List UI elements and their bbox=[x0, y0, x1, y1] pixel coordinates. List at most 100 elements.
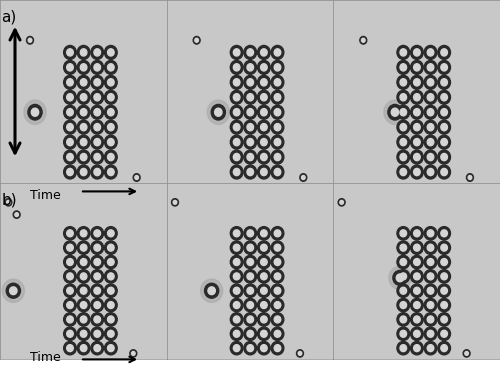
Circle shape bbox=[108, 330, 114, 337]
Circle shape bbox=[104, 45, 117, 59]
Circle shape bbox=[230, 270, 243, 283]
Circle shape bbox=[247, 79, 254, 86]
Circle shape bbox=[414, 109, 420, 116]
Circle shape bbox=[274, 273, 281, 280]
Circle shape bbox=[441, 330, 448, 337]
Circle shape bbox=[64, 255, 76, 269]
Circle shape bbox=[80, 109, 87, 116]
Circle shape bbox=[230, 105, 243, 119]
Circle shape bbox=[427, 124, 434, 131]
Circle shape bbox=[340, 201, 344, 204]
Circle shape bbox=[424, 120, 437, 134]
Circle shape bbox=[66, 258, 73, 265]
Circle shape bbox=[410, 150, 423, 164]
Circle shape bbox=[94, 244, 100, 251]
Circle shape bbox=[66, 79, 73, 86]
Circle shape bbox=[234, 153, 240, 161]
Circle shape bbox=[271, 90, 284, 104]
Circle shape bbox=[94, 138, 100, 146]
Circle shape bbox=[274, 64, 281, 71]
Circle shape bbox=[271, 227, 284, 240]
Circle shape bbox=[5, 199, 12, 206]
Circle shape bbox=[338, 199, 345, 206]
Circle shape bbox=[6, 201, 10, 204]
Circle shape bbox=[80, 168, 87, 176]
Circle shape bbox=[108, 230, 114, 237]
Circle shape bbox=[360, 37, 367, 44]
Circle shape bbox=[260, 79, 267, 86]
Circle shape bbox=[247, 64, 254, 71]
Circle shape bbox=[66, 273, 73, 280]
Circle shape bbox=[234, 345, 240, 352]
Circle shape bbox=[108, 49, 114, 56]
Circle shape bbox=[397, 313, 409, 326]
Circle shape bbox=[230, 60, 243, 74]
Circle shape bbox=[15, 213, 18, 217]
Circle shape bbox=[64, 90, 76, 104]
Circle shape bbox=[234, 244, 240, 251]
Circle shape bbox=[424, 227, 437, 240]
Circle shape bbox=[91, 284, 104, 298]
Circle shape bbox=[258, 284, 270, 298]
Circle shape bbox=[64, 105, 76, 119]
Circle shape bbox=[441, 273, 448, 280]
Circle shape bbox=[424, 105, 437, 119]
Circle shape bbox=[396, 274, 404, 282]
Circle shape bbox=[414, 49, 420, 56]
Circle shape bbox=[392, 108, 398, 116]
Circle shape bbox=[410, 45, 423, 59]
Circle shape bbox=[397, 284, 409, 298]
Circle shape bbox=[104, 284, 117, 298]
Circle shape bbox=[410, 313, 423, 326]
Circle shape bbox=[274, 345, 281, 352]
Circle shape bbox=[438, 313, 450, 326]
Circle shape bbox=[91, 241, 104, 254]
Circle shape bbox=[258, 150, 270, 164]
Circle shape bbox=[78, 135, 90, 149]
Circle shape bbox=[274, 138, 281, 146]
Circle shape bbox=[438, 298, 450, 312]
Circle shape bbox=[414, 124, 420, 131]
Circle shape bbox=[400, 302, 406, 309]
Circle shape bbox=[384, 100, 406, 124]
Circle shape bbox=[94, 273, 100, 280]
Circle shape bbox=[64, 120, 76, 134]
Circle shape bbox=[247, 345, 254, 352]
Circle shape bbox=[78, 270, 90, 283]
Circle shape bbox=[427, 153, 434, 161]
Circle shape bbox=[414, 316, 420, 323]
Circle shape bbox=[234, 94, 240, 101]
Circle shape bbox=[91, 150, 104, 164]
Circle shape bbox=[271, 298, 284, 312]
Circle shape bbox=[274, 109, 281, 116]
Circle shape bbox=[80, 330, 87, 337]
Circle shape bbox=[271, 135, 284, 149]
Circle shape bbox=[258, 327, 270, 340]
Circle shape bbox=[410, 135, 423, 149]
Circle shape bbox=[66, 316, 73, 323]
Circle shape bbox=[64, 75, 76, 89]
Circle shape bbox=[230, 75, 243, 89]
Circle shape bbox=[424, 90, 437, 104]
Circle shape bbox=[400, 49, 406, 56]
Circle shape bbox=[258, 313, 270, 326]
Circle shape bbox=[247, 109, 254, 116]
Circle shape bbox=[91, 105, 104, 119]
Circle shape bbox=[108, 94, 114, 101]
Circle shape bbox=[24, 100, 46, 124]
Circle shape bbox=[274, 168, 281, 176]
Circle shape bbox=[94, 49, 100, 56]
Circle shape bbox=[362, 38, 365, 42]
Circle shape bbox=[258, 227, 270, 240]
Circle shape bbox=[172, 199, 178, 206]
Circle shape bbox=[400, 79, 406, 86]
Circle shape bbox=[400, 345, 406, 352]
Text: a): a) bbox=[2, 9, 17, 24]
Circle shape bbox=[427, 345, 434, 352]
Circle shape bbox=[66, 345, 73, 352]
Circle shape bbox=[397, 270, 409, 283]
Circle shape bbox=[247, 138, 254, 146]
Circle shape bbox=[80, 49, 87, 56]
Circle shape bbox=[424, 150, 437, 164]
Circle shape bbox=[260, 302, 267, 309]
